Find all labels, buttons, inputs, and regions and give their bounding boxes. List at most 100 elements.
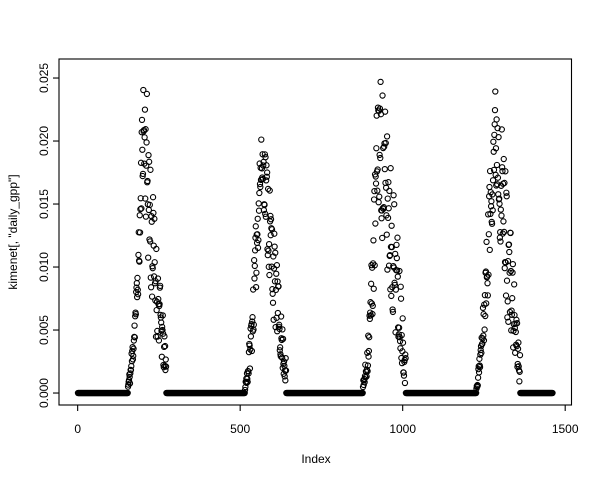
x-tick-label: 0 bbox=[74, 422, 81, 436]
data-point-marker bbox=[394, 234, 401, 241]
data-point-marker bbox=[506, 248, 513, 256]
data-point-marker bbox=[282, 367, 290, 374]
data-point-marker bbox=[250, 321, 257, 328]
data-point-marker bbox=[373, 145, 380, 152]
data-point-marker bbox=[261, 201, 268, 209]
data-point-marker bbox=[385, 179, 392, 186]
x-tick-label: 500 bbox=[230, 422, 250, 436]
data-points-layer bbox=[74, 78, 556, 397]
data-point-marker bbox=[390, 192, 397, 199]
data-point-marker bbox=[267, 232, 274, 239]
data-point-marker bbox=[159, 323, 166, 331]
data-point-marker bbox=[264, 185, 272, 193]
data-point-marker bbox=[145, 151, 152, 159]
data-point-marker bbox=[143, 90, 151, 98]
data-point-marker bbox=[265, 247, 272, 254]
data-point-marker bbox=[509, 295, 516, 302]
data-point-marker bbox=[144, 177, 151, 185]
data-point-marker bbox=[130, 337, 138, 344]
data-point-marker bbox=[366, 334, 373, 341]
data-point-marker bbox=[379, 234, 386, 242]
data-point-marker bbox=[279, 335, 287, 343]
data-point-marker bbox=[511, 324, 518, 332]
data-point-marker bbox=[500, 228, 508, 236]
data-point-marker bbox=[150, 209, 157, 217]
data-point-marker bbox=[156, 300, 163, 308]
data-point-marker bbox=[495, 133, 502, 141]
data-point-marker bbox=[494, 125, 501, 132]
data-point-marker bbox=[137, 206, 144, 213]
data-point-marker bbox=[276, 344, 284, 351]
data-point-marker bbox=[142, 126, 149, 133]
data-point-marker bbox=[271, 230, 278, 237]
data-point-marker bbox=[252, 283, 260, 291]
data-point-marker bbox=[485, 193, 493, 200]
data-point-marker bbox=[254, 244, 262, 252]
data-point-marker bbox=[515, 339, 522, 346]
data-point-marker bbox=[494, 174, 502, 181]
data-point-marker bbox=[124, 389, 131, 397]
data-point-marker bbox=[511, 281, 518, 288]
data-point-marker bbox=[139, 170, 147, 178]
data-point-marker bbox=[381, 143, 388, 150]
data-point-marker bbox=[486, 183, 493, 191]
data-point-marker bbox=[485, 271, 492, 278]
x-axis-title: Index bbox=[301, 452, 330, 466]
data-point-marker bbox=[137, 159, 145, 166]
data-point-marker bbox=[370, 237, 377, 244]
data-point-marker bbox=[369, 302, 376, 310]
data-point-marker bbox=[480, 311, 487, 318]
data-point-marker bbox=[246, 342, 253, 349]
data-point-marker bbox=[377, 154, 384, 162]
data-point-marker bbox=[486, 167, 494, 175]
data-point-marker bbox=[159, 312, 166, 319]
data-point-marker bbox=[280, 358, 288, 365]
data-point-marker bbox=[505, 241, 513, 248]
data-point-marker bbox=[503, 189, 510, 196]
data-point-marker bbox=[142, 213, 150, 220]
data-point-marker bbox=[153, 245, 160, 253]
data-point-marker bbox=[475, 369, 483, 376]
data-point-marker bbox=[273, 262, 281, 269]
data-point-marker bbox=[500, 218, 507, 225]
y-tick-label: 0.015 bbox=[37, 189, 51, 219]
data-point-marker bbox=[376, 105, 384, 112]
data-point-marker bbox=[381, 108, 389, 115]
data-point-marker bbox=[513, 320, 521, 327]
data-point-marker bbox=[504, 314, 511, 321]
data-point-marker bbox=[386, 187, 393, 195]
data-point-marker bbox=[371, 262, 378, 269]
data-point-marker bbox=[394, 273, 401, 280]
data-point-marker bbox=[389, 306, 396, 313]
data-point-marker bbox=[395, 331, 402, 338]
data-point-marker bbox=[125, 381, 132, 388]
data-point-marker bbox=[397, 283, 404, 290]
data-point-marker bbox=[134, 291, 142, 298]
data-point-marker bbox=[490, 138, 497, 145]
data-point-marker bbox=[392, 286, 400, 293]
data-point-marker bbox=[491, 107, 499, 114]
data-point-marker bbox=[129, 356, 137, 363]
data-point-marker bbox=[488, 220, 496, 227]
x-tick-label: 1000 bbox=[389, 422, 416, 436]
data-point-marker bbox=[256, 189, 263, 197]
data-point-marker bbox=[131, 322, 138, 329]
data-point-marker bbox=[483, 238, 490, 246]
data-point-marker bbox=[499, 168, 506, 175]
data-point-marker bbox=[251, 275, 258, 282]
data-point-marker bbox=[374, 187, 381, 194]
data-point-marker bbox=[158, 319, 165, 326]
data-point-marker bbox=[516, 378, 523, 385]
data-point-marker bbox=[507, 229, 514, 237]
data-point-marker bbox=[127, 366, 135, 374]
data-point-marker bbox=[400, 372, 408, 379]
data-point-marker bbox=[365, 347, 373, 355]
y-tick-label: 0.025 bbox=[37, 63, 51, 93]
data-point-marker bbox=[241, 386, 249, 394]
data-point-marker bbox=[402, 354, 409, 362]
data-point-marker bbox=[132, 311, 139, 318]
data-point-marker bbox=[488, 198, 495, 205]
data-point-marker bbox=[243, 379, 250, 387]
data-point-marker bbox=[265, 240, 273, 248]
